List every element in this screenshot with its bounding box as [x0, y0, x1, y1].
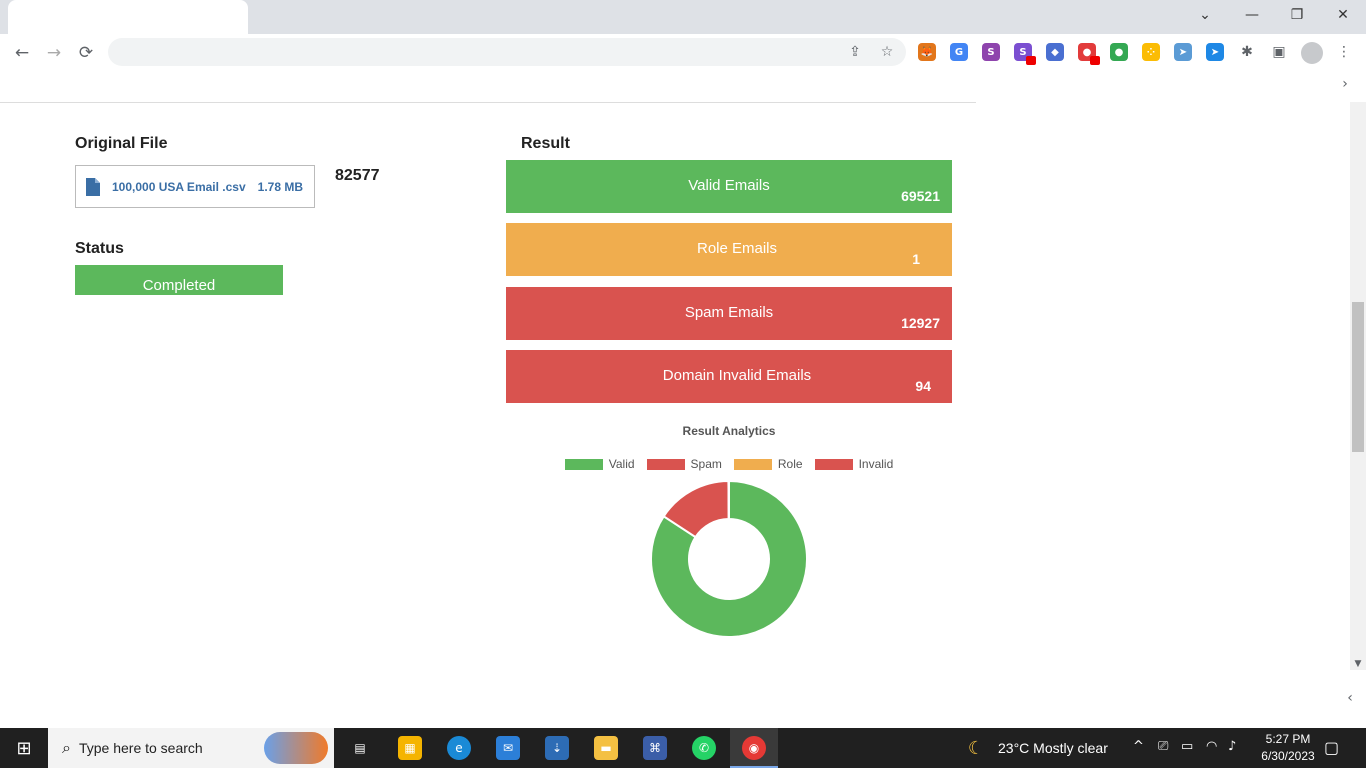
profile-avatar[interactable]: [1301, 42, 1323, 64]
slice-valid[interactable]: [650, 479, 808, 638]
legend-item-valid[interactable]: Valid: [564, 457, 635, 471]
clock-date[interactable]: 6/30/2023: [1261, 749, 1315, 763]
result-label: Spam Emails: [684, 304, 774, 321]
legend-swatch: [814, 458, 853, 470]
green-extension-icon[interactable]: ●: [1110, 43, 1128, 61]
close-window-button[interactable]: ✕: [1337, 7, 1349, 23]
legend-swatch: [646, 458, 685, 470]
search-placeholder: Type here to search: [78, 740, 203, 756]
legend-label: Invalid: [858, 457, 894, 471]
total-email-count: 82577: [335, 167, 380, 184]
meet-icon[interactable]: ⎚: [1158, 739, 1169, 754]
taskbar-search-box[interactable]: ⌕ Type here to search: [48, 728, 334, 768]
weather-moon-icon: ☾: [967, 737, 985, 759]
original-file-title: Original File: [75, 135, 168, 152]
chrome-taskbar-button[interactable]: ◉: [730, 728, 778, 768]
metamask-icon[interactable]: 🦊: [918, 43, 936, 61]
edge-browser-icon[interactable]: e: [447, 736, 471, 760]
result-value: 1: [912, 251, 920, 267]
tray-chevron-up-icon[interactable]: ^: [1133, 739, 1144, 754]
tab-search-icon[interactable]: ⌄: [1199, 7, 1211, 23]
domain-invalid-emails-card[interactable]: Domain Invalid Emails 94: [506, 350, 952, 403]
result-label: Valid Emails: [688, 177, 770, 194]
windows-taskbar: ⊞ ⌕ Type here to search ▤ ▦ e ✉ ⇣ ▬ ⌘ ✆ …: [0, 728, 1366, 768]
send-extension-icon[interactable]: ➤: [1206, 43, 1224, 61]
legend-item-invalid[interactable]: Invalid: [814, 457, 894, 471]
extensions-puzzle-icon[interactable]: ✱: [1241, 44, 1253, 60]
extension-badge: [1090, 56, 1100, 65]
address-bar[interactable]: ⇪ ☆: [108, 38, 906, 66]
active-tab[interactable]: [8, 0, 248, 34]
translate-icon[interactable]: G: [950, 43, 968, 61]
legend-swatch: [733, 458, 772, 470]
back-button[interactable]: ←: [14, 43, 30, 63]
s-extension-icon[interactable]: S: [982, 43, 1000, 61]
result-value: 12927: [901, 315, 940, 331]
legend-label: Spam: [690, 457, 722, 471]
chevron-left-icon[interactable]: ‹: [1347, 690, 1353, 706]
file-icon: [86, 177, 100, 196]
original-file-link[interactable]: 100,000 USA Email .csv 1.78 MB: [75, 165, 315, 208]
restore-button[interactable]: ❐: [1290, 7, 1304, 23]
volume-icon[interactable]: ♪: [1228, 739, 1237, 754]
network-app-icon[interactable]: ⌘: [643, 736, 667, 760]
legend-label: Valid: [608, 457, 635, 471]
result-title: Result: [521, 135, 570, 152]
valid-emails-card[interactable]: Valid Emails 69521: [506, 160, 952, 213]
result-value: 69521: [901, 188, 940, 204]
minimize-button[interactable]: —: [1245, 7, 1259, 23]
side-panel-icon[interactable]: ▣: [1272, 44, 1286, 60]
slice-invalid[interactable]: [727, 479, 730, 521]
scroll-down-arrow-icon[interactable]: ▼: [1354, 659, 1362, 669]
battery-icon[interactable]: ▭: [1181, 739, 1194, 754]
windows-start-icon[interactable]: ⊞: [16, 737, 32, 759]
result-value: 94: [915, 378, 931, 394]
bookmark-star-icon[interactable]: ☆: [880, 44, 894, 60]
browser-toolbar: ← → ⟳ ⇪ ☆ 🦊 G S S ◆ ● ● ⁘ ➤ ➤ ✱ ▣ ⋮: [0, 34, 1366, 72]
extension-badge: [1026, 56, 1036, 65]
role-emails-card[interactable]: Role Emails 1: [506, 223, 952, 276]
browser-tab-strip: ⌄ — ❐ ✕: [0, 0, 1366, 34]
notifications-icon[interactable]: ▢: [1324, 738, 1340, 757]
legend-item-role[interactable]: Role: [733, 457, 803, 471]
spam-emails-card[interactable]: Spam Emails 12927: [506, 287, 952, 340]
result-label: Domain Invalid Emails: [662, 367, 812, 384]
browser-menu-icon[interactable]: ⋮: [1337, 44, 1351, 60]
whatsapp-icon[interactable]: ✆: [692, 736, 716, 760]
result-label: Role Emails: [696, 240, 778, 257]
chevron-right-icon[interactable]: ›: [1342, 76, 1348, 92]
chart-title: Result Analytics: [682, 424, 776, 438]
scrollbar-thumb[interactable]: [1352, 302, 1364, 452]
telegram-icon[interactable]: ➤: [1174, 43, 1192, 61]
clock-time[interactable]: 5:27 PM: [1265, 732, 1311, 746]
legend-swatch: [564, 458, 603, 470]
reload-button[interactable]: ⟳: [78, 43, 94, 63]
status-title: Status: [75, 240, 124, 257]
mail-icon[interactable]: ✉: [496, 736, 520, 760]
share-icon[interactable]: ⇪: [849, 44, 861, 60]
legend-item-spam[interactable]: Spam: [646, 457, 722, 471]
chrome-icon: ◉: [742, 736, 766, 760]
file-size: 1.78 MB: [257, 179, 303, 194]
file-explorer-icon[interactable]: ▬: [594, 736, 618, 760]
content-divider: [0, 102, 976, 103]
red-extension-icon[interactable]: ●: [1078, 43, 1100, 65]
microsoft-store-icon[interactable]: ▦: [398, 736, 422, 760]
search-highlight-icon: [264, 732, 328, 764]
status-badge: Completed: [75, 265, 283, 295]
result-donut-chart: [650, 479, 808, 638]
file-name: 100,000 USA Email .csv: [112, 179, 246, 194]
s-badge-extension-icon[interactable]: S: [1014, 43, 1036, 65]
forward-button[interactable]: →: [46, 43, 62, 63]
legend-label: Role: [777, 457, 803, 471]
search-icon: ⌕: [62, 738, 71, 757]
chart-legend: Valid Spam Role Invalid: [506, 457, 952, 471]
wifi-icon[interactable]: ◠: [1206, 739, 1218, 754]
weather-text[interactable]: 23°C Mostly clear: [998, 740, 1108, 756]
app-installer-icon[interactable]: ⇣: [545, 736, 569, 760]
task-view-icon[interactable]: ▤: [354, 741, 366, 755]
puzzle-colored-icon[interactable]: ◆: [1046, 43, 1064, 61]
dots-extension-icon[interactable]: ⁘: [1142, 43, 1160, 61]
